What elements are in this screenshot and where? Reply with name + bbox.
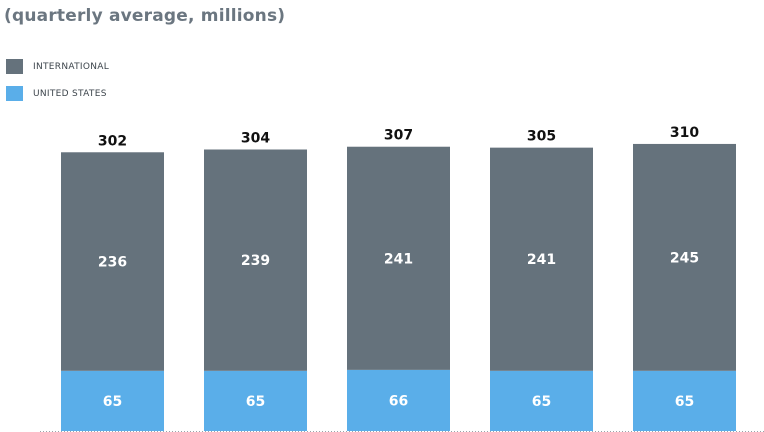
total-label-3: 307: [384, 128, 413, 144]
data-label-united-states-3: 66: [389, 393, 408, 409]
legend-label-international: INTERNATIONAL: [33, 61, 110, 72]
chart-subtitle: (quarterly average, millions): [4, 6, 286, 26]
total-label-5: 310: [670, 125, 699, 141]
legend-label-united-states: UNITED STATES: [33, 88, 107, 99]
bar-united-states-2: [204, 370, 307, 431]
data-label-international-4: 241: [527, 252, 556, 268]
legend-item-international: INTERNATIONAL: [6, 58, 109, 75]
legend-swatch-international: [6, 59, 23, 74]
bar-united-states-5: [633, 370, 736, 431]
data-label-united-states-1: 65: [103, 394, 122, 410]
bar-united-states-4: [490, 370, 593, 431]
total-label-4: 305: [527, 129, 556, 145]
bar-international-2: [204, 149, 307, 371]
bar-united-states-1: [61, 370, 164, 431]
legend-item-united-states: UNITED STATES: [6, 85, 109, 102]
total-label-2: 304: [241, 130, 270, 146]
chart-legend: INTERNATIONAL UNITED STATES: [6, 58, 109, 112]
bar-international-5: [633, 143, 736, 371]
data-label-united-states-5: 65: [675, 394, 694, 410]
bar-united-states-3: [347, 369, 450, 431]
data-label-united-states-4: 65: [532, 394, 551, 410]
data-label-international-3: 241: [384, 251, 413, 267]
data-label-international-1: 236: [98, 255, 127, 271]
bar-international-4: [490, 147, 593, 371]
data-label-international-2: 239: [241, 253, 270, 269]
bar-international-3: [347, 146, 450, 370]
data-label-united-states-2: 65: [246, 394, 265, 410]
bar-international-1: [61, 152, 164, 371]
data-label-international-5: 245: [670, 250, 699, 266]
legend-swatch-united-states: [6, 86, 23, 101]
total-label-1: 302: [98, 133, 127, 149]
